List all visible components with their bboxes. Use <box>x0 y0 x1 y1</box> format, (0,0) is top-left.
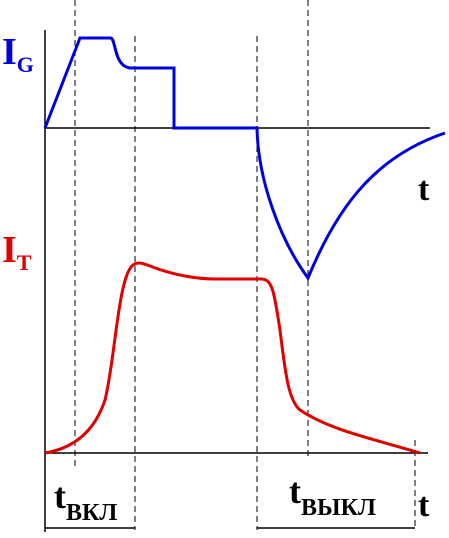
turn-on-label: tВКЛ <box>54 476 117 526</box>
gate-current-curve <box>43 36 446 282</box>
thyristor-current-label: IT <box>2 229 32 275</box>
gate-current-label: IG <box>2 31 34 77</box>
time-label: t <box>418 171 430 208</box>
turn-off-label: tВЫКЛ <box>289 471 376 521</box>
thyristor-current-curve <box>44 261 421 455</box>
time-label: t <box>418 487 430 524</box>
